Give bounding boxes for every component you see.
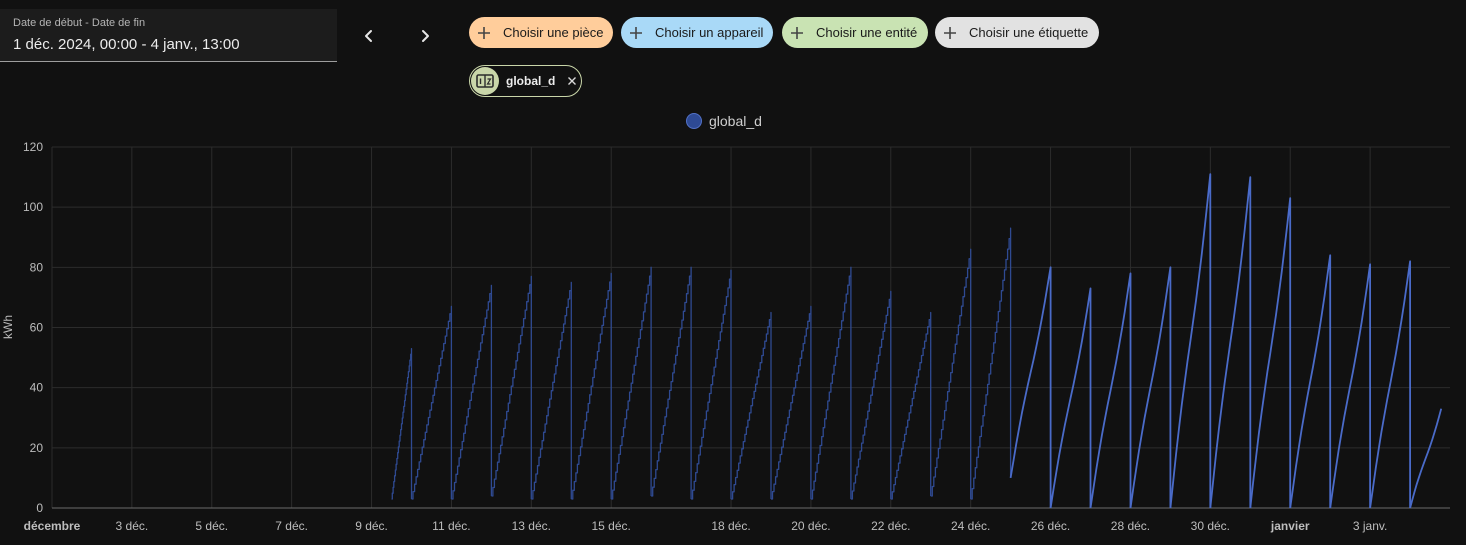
selected-entity-label: global_d [506, 74, 556, 88]
series-line-segment [391, 347, 413, 500]
series-line-segment [1369, 260, 1411, 509]
series-line-segment [1009, 266, 1052, 508]
series-line-segment [491, 275, 532, 499]
series-line-segment [1409, 408, 1443, 509]
series-line-segment [1329, 263, 1371, 509]
close-icon [568, 77, 577, 85]
counter-icon [471, 67, 499, 95]
next-period-button[interactable] [409, 20, 441, 52]
series-line-segment [411, 305, 453, 500]
plus-icon [790, 25, 804, 41]
choose-area-label: Choisir une pièce [503, 25, 604, 40]
previous-period-button[interactable] [353, 20, 385, 52]
legend-series-swatch [686, 113, 702, 129]
choose-entity-label: Choisir une entité [816, 25, 918, 40]
x-tick-label: 18 déc. [711, 519, 750, 533]
series-line-segment [850, 290, 892, 500]
x-tick-label: 3 janv. [1353, 519, 1387, 533]
y-tick-label: 60 [30, 321, 44, 335]
y-tick-label: 0 [36, 501, 43, 515]
y-tick-label: 40 [30, 381, 44, 395]
plus-icon [629, 25, 643, 41]
series-line-segment [691, 269, 732, 500]
series-line-segment [890, 311, 932, 500]
choose-area-chip[interactable]: Choisir une pièce [469, 17, 613, 48]
x-tick-label: 13 déc. [512, 519, 551, 533]
series-line-segment [611, 266, 652, 500]
x-tick-label: 26 déc. [1031, 519, 1070, 533]
y-tick-label: 80 [30, 260, 44, 274]
series-line-segment [1049, 287, 1092, 509]
chevron-left-icon [365, 30, 372, 42]
series-line-segment [531, 281, 572, 500]
series-line-segment [970, 227, 1012, 500]
x-tick-label: 28 déc. [1111, 519, 1150, 533]
series-line-segment [451, 284, 493, 500]
remove-entity-button[interactable] [567, 76, 577, 86]
series-line-segment [810, 266, 852, 500]
series-line-segment [1169, 173, 1212, 509]
series-line-segment [651, 266, 692, 499]
series-line-segment [1089, 272, 1132, 509]
plus-icon [477, 25, 491, 41]
choose-device-label: Choisir un appareil [655, 25, 764, 40]
x-tick-label: 11 déc. [432, 519, 470, 533]
date-range-value: 1 déc. 2024, 00:00 - 4 janv., 13:00 [13, 36, 240, 53]
choose-entity-chip[interactable]: Choisir une entité [782, 17, 928, 48]
series-line-segment [731, 311, 772, 500]
chart-legend-item[interactable]: global_d [686, 113, 762, 129]
x-tick-label: 7 déc. [275, 519, 308, 533]
x-tick-label: 15 déc. [592, 519, 631, 533]
date-range-picker[interactable]: Date de début - Date de fin 1 déc. 2024,… [0, 9, 337, 62]
selected-entity-chip[interactable]: global_d [469, 65, 582, 97]
series-line-segment [1129, 266, 1172, 509]
y-tick-label: 120 [23, 140, 43, 154]
series-line-segment [1209, 176, 1252, 509]
x-tick-label: 30 déc. [1191, 519, 1230, 533]
y-tick-label: 20 [30, 441, 44, 455]
x-tick-label: décembre [24, 519, 81, 533]
x-tick-label: 20 déc. [791, 519, 830, 533]
plus-icon [943, 25, 957, 41]
x-tick-label: 24 déc. [951, 519, 990, 533]
chevron-right-icon [422, 30, 429, 42]
choose-label-chip[interactable]: Choisir une étiquette [935, 17, 1099, 48]
x-tick-label: 9 déc. [355, 519, 388, 533]
x-tick-label: 22 déc. [871, 519, 910, 533]
series-line-segment [771, 305, 812, 500]
series-line-segment [571, 272, 612, 500]
series-line-segment [1249, 197, 1292, 509]
y-axis-label: kWh [1, 315, 15, 339]
x-tick-label: 5 déc. [195, 519, 228, 533]
choose-label-label: Choisir une étiquette [969, 25, 1089, 40]
legend-series-name: global_d [709, 113, 762, 129]
x-tick-label: 3 déc. [116, 519, 149, 533]
y-tick-label: 100 [23, 200, 43, 214]
date-range-label: Date de début - Date de fin [13, 17, 146, 29]
x-tick-label: janvier [1270, 519, 1310, 533]
series-line-segment [930, 248, 972, 499]
series-line-segment [1289, 254, 1332, 509]
choose-device-chip[interactable]: Choisir un appareil [621, 17, 773, 48]
